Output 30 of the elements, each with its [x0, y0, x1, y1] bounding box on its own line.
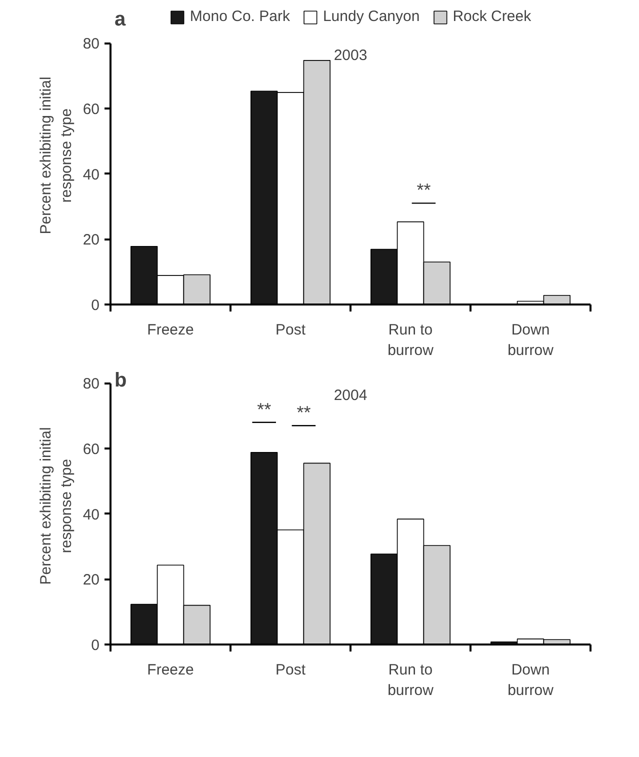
legend-label: Lundy Canyon [322, 8, 420, 25]
x-tick-label: Freeze [147, 662, 194, 678]
x-tick-label: Post [275, 322, 306, 338]
y-tick-label: 20 [82, 232, 100, 249]
x-tick-label: Freeze [147, 322, 194, 338]
legend-label: Rock Creek [452, 8, 532, 25]
x-tick-label: Down burrow [508, 662, 554, 699]
y-tick-label: 80 [82, 36, 100, 53]
x-tick-label: Down burrow [508, 322, 554, 359]
x-tick-label: Run to burrow [388, 662, 434, 699]
y-axis-title: Percent exhibiting initial response type [37, 76, 75, 234]
annotation: ** [296, 402, 311, 423]
chart-title: 2003 [334, 47, 368, 64]
legend-label: Mono Co. Park [190, 8, 290, 25]
y-tick-label: 0 [91, 297, 100, 314]
x-tick-label: Post [275, 662, 306, 678]
text: a [114, 8, 126, 30]
y-tick-label: 40 [82, 506, 100, 524]
y-tick-label: 0 [91, 637, 100, 654]
y-tick-label: 40 [82, 166, 100, 184]
x-tick-label: Run to burrow [388, 322, 434, 359]
y-tick-label: 80 [82, 376, 100, 393]
y-tick-label: 20 [82, 572, 100, 589]
chart-title: 2004 [334, 387, 368, 404]
annotation: b [114, 370, 127, 392]
annotation: ** [416, 180, 431, 200]
y-tick-label: 60 [82, 441, 100, 458]
y-tick-label: 60 [82, 100, 100, 118]
annotation: ** [257, 399, 272, 420]
y-axis-title: Percent exhibiting initial response type [37, 427, 75, 585]
